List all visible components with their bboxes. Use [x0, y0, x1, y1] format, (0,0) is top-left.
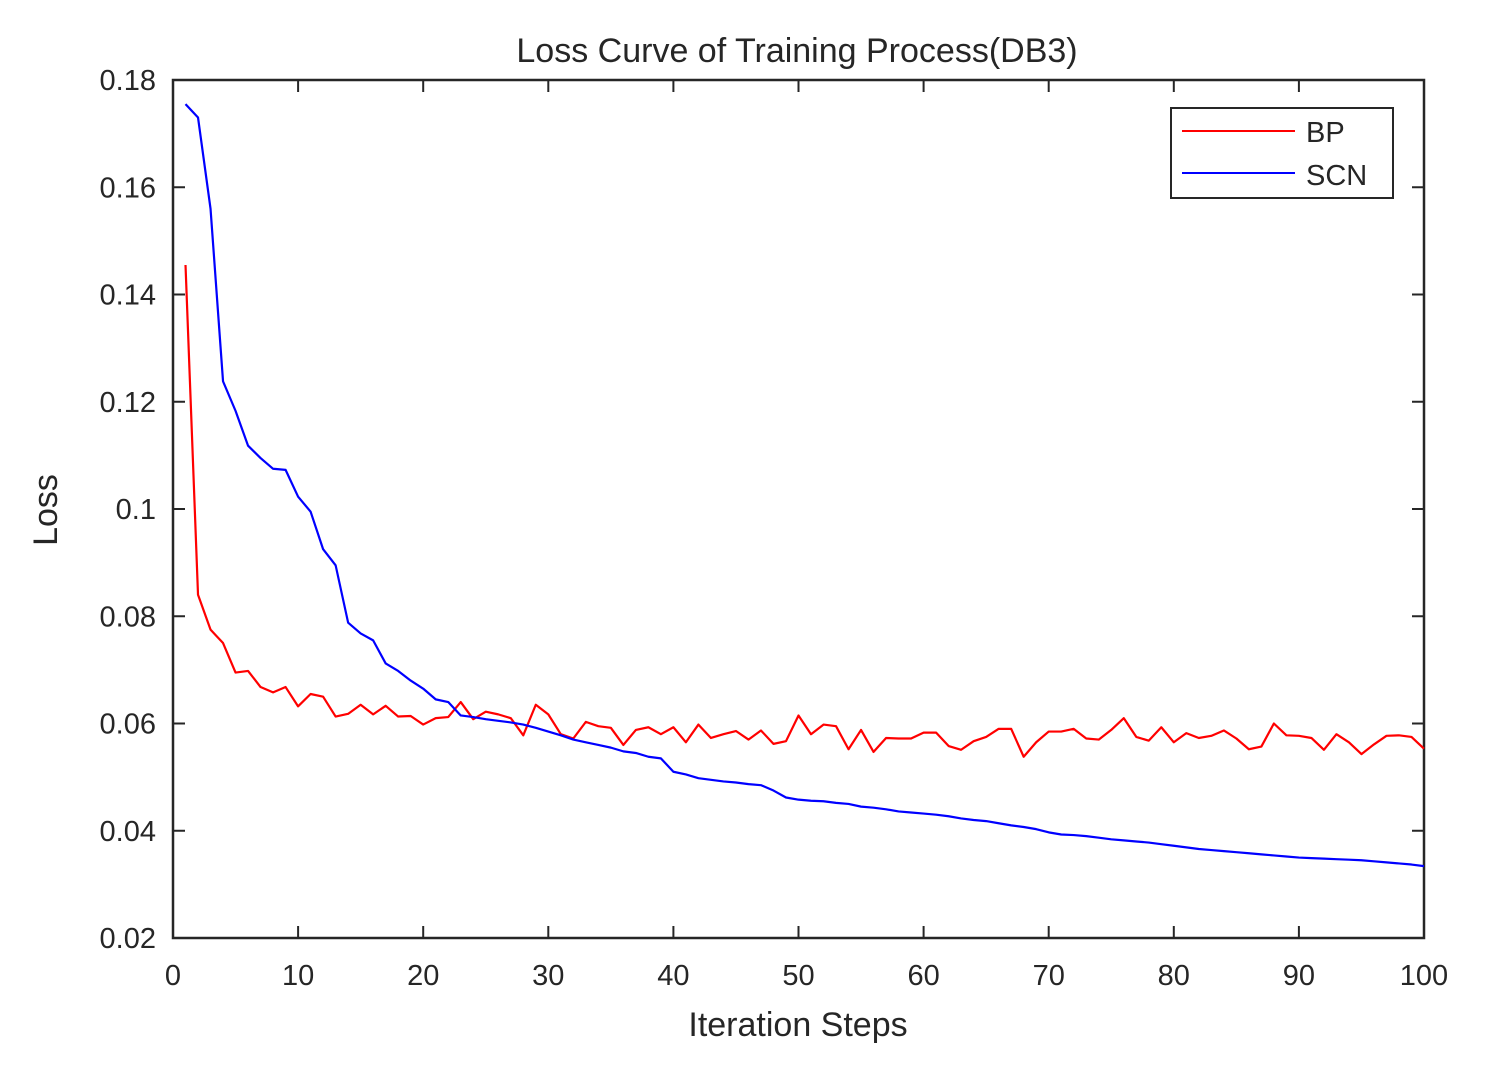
series-line-bp — [184, 264, 1425, 758]
y-tick-label: 0.16 — [100, 172, 156, 204]
chart-title: Loss Curve of Training Process(DB3) — [516, 32, 1077, 70]
x-tick-label: 100 — [1400, 960, 1448, 992]
legend-label-bp: BP — [1306, 117, 1345, 149]
x-tick-label: 90 — [1283, 960, 1315, 992]
plot-area: 0 10 20 30 40 50 60 70 80 90 100 0.020.040.060.080… — [100, 65, 1449, 992]
x-axis: 0 10 20 30 40 50 60 70 80 90 100 — [165, 80, 1448, 992]
x-tick-label: 50 — [782, 960, 814, 992]
series-line-scn — [184, 103, 1425, 868]
y-axis: 0.02 0.04 0.06 0.08 0.1 0.12 0.14 0.16 0.18 — [100, 65, 1424, 955]
x-tick-label: 80 — [1158, 960, 1190, 992]
y-tick-label: 0.06 — [100, 709, 156, 741]
y-tick-label: 0.08 — [100, 601, 156, 633]
y-tick-label: 0.04 — [100, 816, 156, 848]
y-tick-label: 0.1 — [116, 494, 156, 526]
plot-frame — [171, 78, 1426, 940]
legend-label-scn: SCN — [1306, 160, 1367, 192]
x-axis-label: Iteration Steps — [688, 1006, 907, 1044]
y-axis-label: Loss — [27, 474, 65, 546]
legend-box — [1170, 107, 1394, 199]
x-tick-label: 60 — [907, 960, 939, 992]
y-tick-label: 0.02 — [100, 923, 156, 955]
x-tick-label: 70 — [1033, 960, 1065, 992]
x-tick-label: 30 — [532, 960, 564, 992]
series-lines — [184, 103, 1425, 868]
x-tick-label: 20 — [407, 960, 439, 992]
legend: BP SCN — [1170, 107, 1394, 199]
x-tick-label: 10 — [282, 960, 314, 992]
y-tick-label: 0.18 — [100, 65, 156, 97]
y-tick-label: 0.12 — [100, 387, 156, 419]
x-tick-label: 0 — [165, 960, 181, 992]
x-tick-label: 40 — [657, 960, 689, 992]
y-tick-label: 0.14 — [100, 280, 156, 312]
